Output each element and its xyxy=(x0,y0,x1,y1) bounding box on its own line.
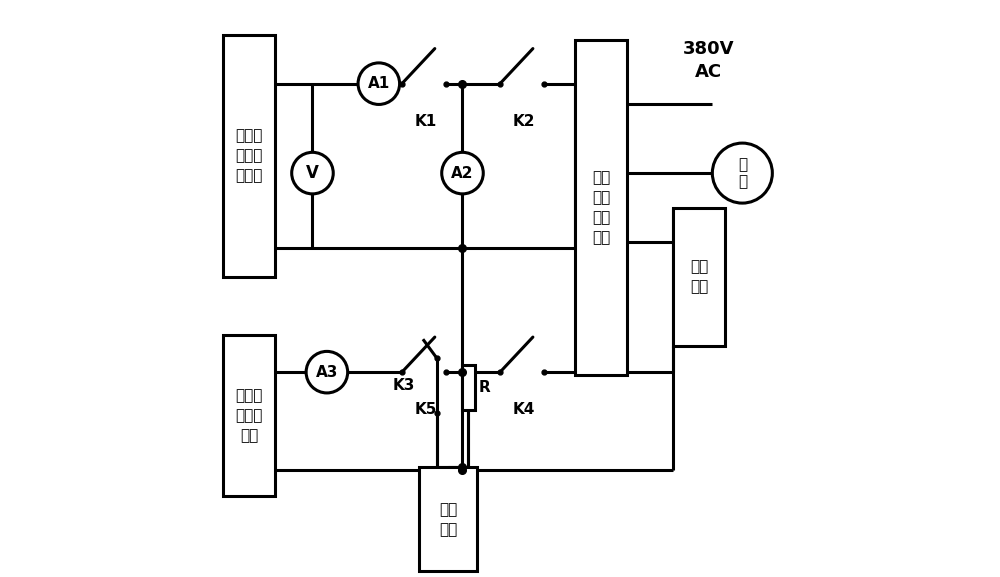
Text: K3: K3 xyxy=(392,378,415,392)
Circle shape xyxy=(712,143,772,203)
Text: A3: A3 xyxy=(316,365,338,380)
Circle shape xyxy=(306,351,348,393)
Text: K4: K4 xyxy=(513,402,535,417)
Text: 电
网: 电 网 xyxy=(738,157,747,189)
Circle shape xyxy=(292,152,333,194)
Text: 储能
电池: 储能 电池 xyxy=(690,260,708,294)
Bar xyxy=(419,467,477,571)
Text: A2: A2 xyxy=(451,166,474,181)
Circle shape xyxy=(358,63,400,104)
Text: 能量
回馈
电子
负载: 能量 回馈 电子 负载 xyxy=(592,171,610,245)
Text: K2: K2 xyxy=(513,114,535,129)
Text: R: R xyxy=(479,380,490,395)
Text: 380V
AC: 380V AC xyxy=(683,40,735,81)
Bar xyxy=(223,35,275,277)
Bar xyxy=(223,335,275,496)
Text: 超级
电容: 超级 电容 xyxy=(439,502,457,537)
Text: A1: A1 xyxy=(368,76,390,91)
Bar xyxy=(673,208,725,346)
Text: 被测氢
燃料电
池系统: 被测氢 燃料电 池系统 xyxy=(235,129,263,183)
Text: 被测系
统辅助
设备: 被测系 统辅助 设备 xyxy=(235,388,263,443)
Text: K5: K5 xyxy=(415,402,437,417)
Bar xyxy=(575,40,627,375)
Circle shape xyxy=(442,152,483,194)
Bar xyxy=(462,365,475,410)
Text: K1: K1 xyxy=(415,114,437,129)
Text: V: V xyxy=(306,164,319,182)
